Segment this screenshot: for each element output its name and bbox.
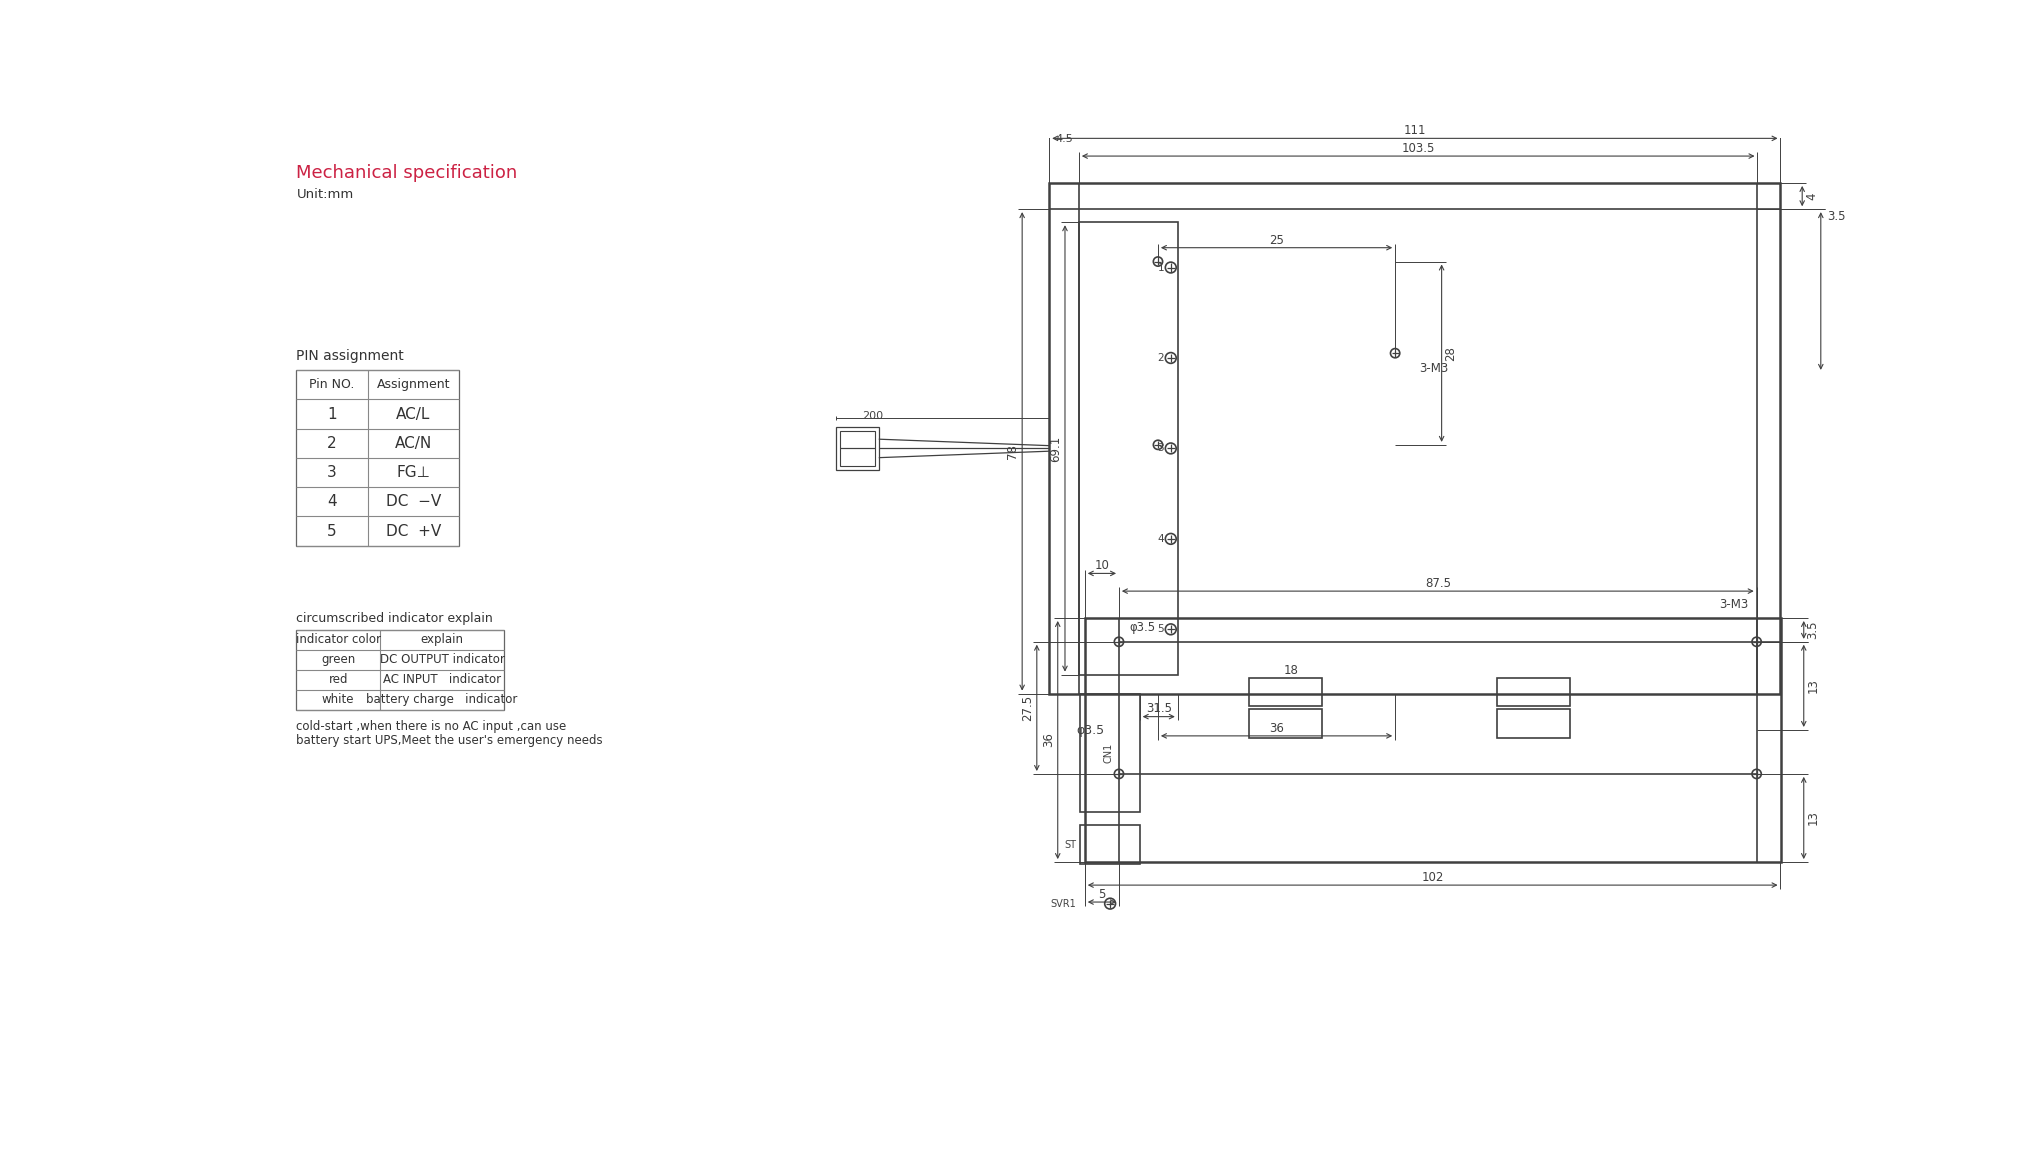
Text: DC OUTPUT indicator: DC OUTPUT indicator (380, 653, 505, 666)
Text: explain: explain (420, 633, 463, 646)
Text: 102: 102 (1421, 871, 1443, 884)
Text: 18: 18 (1285, 664, 1299, 677)
Text: white: white (323, 693, 355, 706)
Text: PIN assignment: PIN assignment (296, 349, 404, 363)
Text: Mechanical specification: Mechanical specification (296, 164, 518, 182)
Text: 3.5: 3.5 (1807, 620, 1819, 639)
Text: 3: 3 (1157, 444, 1163, 453)
Bar (1080, 826, 1139, 865)
Bar (1080, 694, 1139, 812)
Text: 3: 3 (327, 465, 337, 480)
Bar (1496, 678, 1571, 707)
Text: DC  +V: DC +V (386, 523, 441, 538)
Bar (1084, 618, 1780, 862)
Text: 13: 13 (1807, 811, 1819, 826)
Bar (1050, 183, 1780, 694)
Text: FG⊥: FG⊥ (396, 465, 430, 480)
Text: 69.1: 69.1 (1050, 436, 1062, 461)
Text: battery charge   indicator: battery charge indicator (365, 693, 518, 706)
Text: indicator color: indicator color (296, 633, 382, 646)
Text: 36: 36 (1269, 722, 1285, 734)
Text: 13: 13 (1807, 678, 1819, 693)
Bar (1496, 709, 1571, 738)
Text: 5: 5 (327, 523, 337, 538)
Bar (840, 449, 875, 466)
Text: 31.5: 31.5 (1145, 702, 1171, 715)
Text: 87.5: 87.5 (1425, 576, 1451, 590)
Text: green: green (321, 653, 355, 666)
Text: 3-M3: 3-M3 (1419, 362, 1449, 375)
Text: DC  −V: DC −V (386, 495, 441, 510)
Text: 4: 4 (327, 495, 337, 510)
Text: 25: 25 (1269, 234, 1285, 247)
Text: 10: 10 (1094, 559, 1108, 572)
Text: 200: 200 (863, 410, 883, 421)
Bar (836, 428, 879, 469)
Text: Unit:mm: Unit:mm (296, 188, 353, 201)
Text: 103.5: 103.5 (1401, 142, 1435, 155)
Text: AC/L: AC/L (396, 407, 430, 422)
Text: 4.5: 4.5 (1056, 134, 1074, 144)
Text: AC/N: AC/N (394, 436, 432, 451)
Bar (1248, 709, 1322, 738)
Text: 5: 5 (1098, 888, 1106, 900)
Text: 5: 5 (1157, 624, 1163, 634)
Text: 78: 78 (1007, 444, 1019, 459)
Text: 36: 36 (1041, 732, 1056, 747)
Text: 3-M3: 3-M3 (1719, 597, 1748, 611)
Text: ST: ST (1064, 839, 1076, 850)
Text: 111: 111 (1403, 125, 1427, 137)
Text: battery start UPS,Meet the user's emergency needs: battery start UPS,Meet the user's emerge… (296, 734, 603, 747)
Text: Assignment: Assignment (378, 378, 451, 391)
Text: red: red (329, 673, 347, 686)
Text: 3.5: 3.5 (1827, 210, 1845, 224)
Text: 1: 1 (1157, 263, 1163, 272)
Text: 4: 4 (1805, 193, 1819, 199)
Text: CN1: CN1 (1104, 743, 1114, 763)
Text: 2: 2 (1157, 353, 1163, 363)
Text: 1: 1 (327, 407, 337, 422)
Text: SVR1: SVR1 (1052, 898, 1076, 909)
Bar (296, 630, 503, 710)
Text: φ3.5: φ3.5 (1129, 621, 1155, 634)
Text: AC INPUT   indicator: AC INPUT indicator (384, 673, 501, 686)
Bar (296, 370, 459, 545)
Text: Pin NO.: Pin NO. (309, 378, 355, 391)
Text: 28: 28 (1445, 346, 1458, 361)
Text: 2: 2 (327, 436, 337, 451)
Text: 4: 4 (1157, 534, 1163, 544)
Text: 27.5: 27.5 (1021, 695, 1033, 721)
Bar (1248, 678, 1322, 707)
Text: cold-start ,when there is no AC input ,can use: cold-start ,when there is no AC input ,c… (296, 721, 566, 733)
Text: φ3.5: φ3.5 (1076, 724, 1104, 737)
Bar (840, 431, 875, 449)
Bar (1078, 223, 1177, 675)
Text: circumscribed indicator explain: circumscribed indicator explain (296, 611, 493, 625)
